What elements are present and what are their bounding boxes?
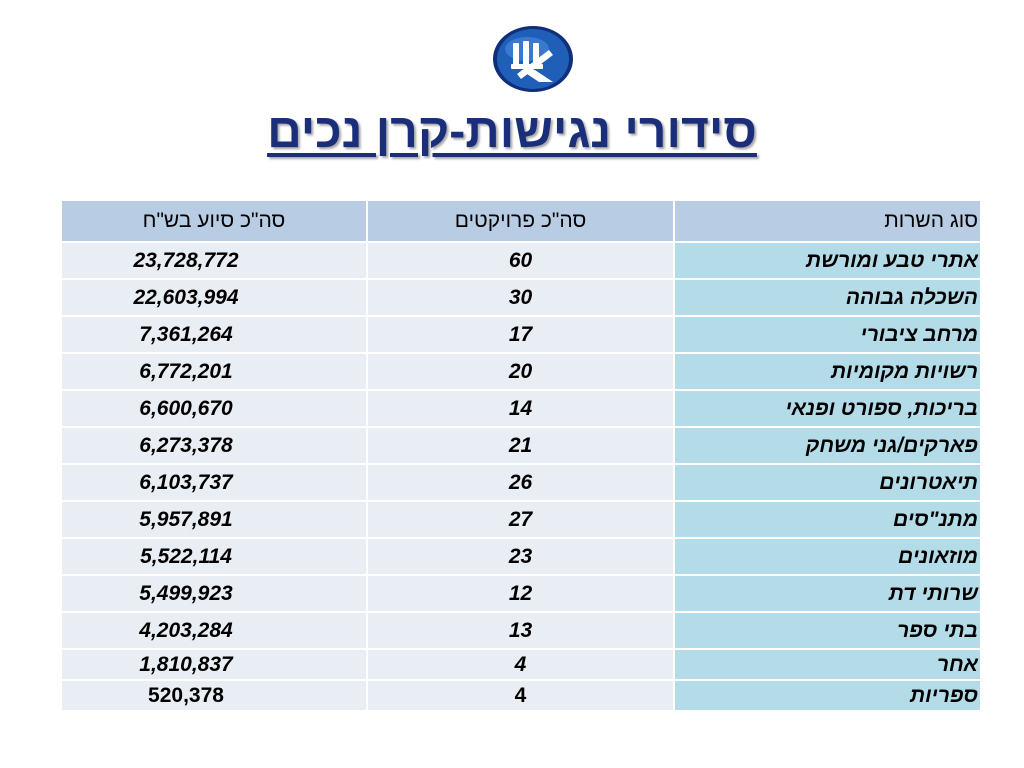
amount-cell: 6,772,201 xyxy=(60,352,368,391)
page-title-wrap: סידורי נגישות-קרן נכים xyxy=(0,104,1024,159)
projects-cell: 23 xyxy=(366,537,675,576)
table-row: 5,957,891 27 מתנ"סים xyxy=(60,500,982,539)
projects-cell: 13 xyxy=(366,611,675,650)
projects-cell: 60 xyxy=(366,241,675,280)
service-cell: מרחב ציבורי xyxy=(673,315,982,354)
amount-cell: 5,522,114 xyxy=(60,537,368,576)
service-cell: השכלה גבוהה xyxy=(673,278,982,317)
projects-cell: 4 xyxy=(366,679,675,712)
amount-cell: 23,728,772 xyxy=(60,241,368,280)
header-row: סה"כ סיוע בש"ח סה"כ פרויקטים סוג השרות xyxy=(60,199,982,243)
service-cell: אתרי טבע ומורשת xyxy=(673,241,982,280)
projects-cell: 27 xyxy=(366,500,675,539)
projects-cell: 12 xyxy=(366,574,675,613)
amount-cell: 6,273,378 xyxy=(60,426,368,465)
table-row: 23,728,772 60 אתרי טבע ומורשת xyxy=(60,241,982,280)
service-cell: בתי ספר xyxy=(673,611,982,650)
amount-cell: 22,603,994 xyxy=(60,278,368,317)
table-row: 5,522,114 23 מוזאונים xyxy=(60,537,982,576)
projects-cell: 26 xyxy=(366,463,675,502)
table-row: 1,810,837 4 אחר xyxy=(60,648,982,681)
services-table: סה"כ סיוע בש"ח סה"כ פרויקטים סוג השרות 2… xyxy=(60,199,982,712)
amount-cell: 7,361,264 xyxy=(60,315,368,354)
amount-cell: 5,957,891 xyxy=(60,500,368,539)
table-row: 6,273,378 21 פארקים/גני משחק xyxy=(60,426,982,465)
table-row: 4,203,284 13 בתי ספר xyxy=(60,611,982,650)
table-row: 6,103,737 26 תיאטרונים xyxy=(60,463,982,502)
amount-cell: 6,103,737 xyxy=(60,463,368,502)
projects-cell: 14 xyxy=(366,389,675,428)
table-row: 22,603,994 30 השכלה גבוהה xyxy=(60,278,982,317)
table-row: 6,772,201 20 רשויות מקומיות xyxy=(60,352,982,391)
service-cell: מוזאונים xyxy=(673,537,982,576)
projects-cell: 17 xyxy=(366,315,675,354)
table-row: 6,600,670 14 בריכות, ספורט ופנאי xyxy=(60,389,982,428)
header-amount: סה"כ סיוע בש"ח xyxy=(60,199,368,243)
table-row: 520,378 4 ספריות xyxy=(60,679,982,712)
service-cell: רשויות מקומיות xyxy=(673,352,982,391)
amount-cell: 520,378 xyxy=(60,679,368,712)
amount-cell: 4,203,284 xyxy=(60,611,368,650)
table-row: 7,361,264 17 מרחב ציבורי xyxy=(60,315,982,354)
projects-cell: 30 xyxy=(366,278,675,317)
service-cell: תיאטרונים xyxy=(673,463,982,502)
projects-cell: 4 xyxy=(366,648,675,681)
amount-cell: 1,810,837 xyxy=(60,648,368,681)
service-cell: אחר xyxy=(673,648,982,681)
service-cell: פארקים/גני משחק xyxy=(673,426,982,465)
service-cell: שרותי דת xyxy=(673,574,982,613)
service-cell: מתנ"סים xyxy=(673,500,982,539)
bituah-leumi-logo xyxy=(491,24,575,94)
logo-icon xyxy=(493,26,573,92)
projects-cell: 20 xyxy=(366,352,675,391)
table-row: 5,499,923 12 שרותי דת xyxy=(60,574,982,613)
amount-cell: 5,499,923 xyxy=(60,574,368,613)
header-projects: סה"כ פרויקטים xyxy=(366,199,675,243)
header-service: סוג השרות xyxy=(673,199,982,243)
projects-cell: 21 xyxy=(366,426,675,465)
service-cell: ספריות xyxy=(673,679,982,712)
page-title: סידורי נגישות-קרן נכים xyxy=(267,105,757,158)
amount-cell: 6,600,670 xyxy=(60,389,368,428)
service-cell: בריכות, ספורט ופנאי xyxy=(673,389,982,428)
